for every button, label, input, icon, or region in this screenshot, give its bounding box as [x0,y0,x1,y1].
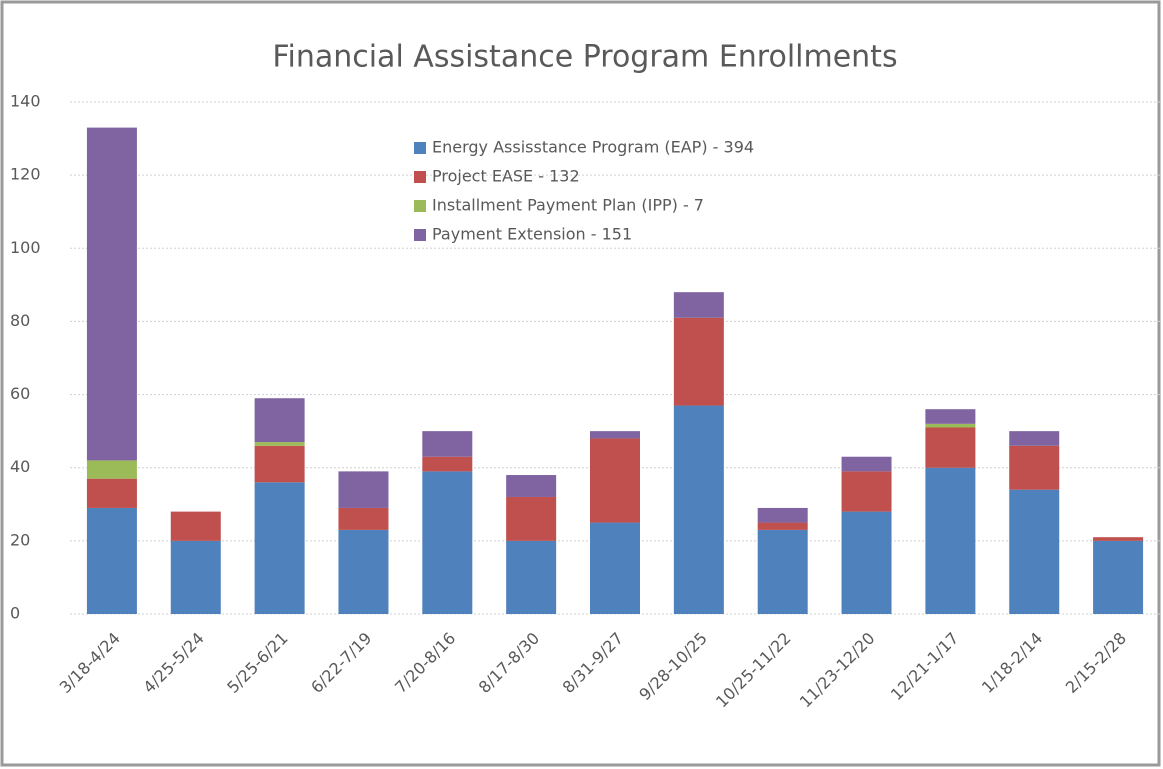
bar-segment [757,529,808,614]
bar-segment [506,540,557,614]
bar-segment [86,478,137,508]
bar-segment [1093,540,1144,614]
legend-label: Installment Payment Plan (IPP) - 7 [432,196,704,215]
bar-segment [422,471,473,614]
legend-swatch [414,229,426,241]
y-tick-label: 100 [10,238,41,257]
bar-segment [254,482,305,614]
y-tick-label: 20 [10,530,30,549]
bar-segment [673,317,724,406]
bar-segment [841,511,892,614]
bar-segment [422,431,473,457]
bar-segment [338,529,389,614]
bar-segment [170,511,221,541]
bar-segment [86,460,137,479]
bar-segment [673,405,724,614]
legend-swatch [414,171,426,183]
bar-segment [422,456,473,472]
y-tick-label: 0 [10,604,20,623]
bar-segment [757,507,808,523]
bar-segment [841,456,892,472]
chart-title: Financial Assistance Program Enrollments [272,40,897,75]
y-tick-label: 140 [10,92,41,111]
bar-segment [86,507,137,614]
bar-segment [506,496,557,541]
bar-segment [757,522,808,530]
bar-segment [506,475,557,497]
bar-segment [254,442,305,446]
bar-segment [170,540,221,614]
bar-segment [1093,537,1144,541]
bar-segment [925,467,976,614]
bar-segment [1009,445,1060,490]
bar-segment [925,409,976,424]
y-tick-label: 60 [10,384,30,403]
y-tick-label: 40 [10,457,30,476]
bar-segment [925,427,976,468]
bar-segment [338,471,389,508]
legend-swatch [414,142,426,154]
legend-label: Project EASE - 132 [432,167,580,186]
y-tick-label: 80 [10,311,30,330]
legend-label: Energy Assisstance Program (EAP) - 394 [432,138,754,157]
bar-segment [590,438,640,523]
bar-segment [86,127,137,461]
bar-segment [254,445,305,483]
bar-segment [338,507,389,530]
y-tick-label: 120 [10,165,41,184]
bar-segment [841,471,892,512]
bar-segment [590,431,640,439]
legend-label: Payment Extension - 151 [432,225,632,244]
bar-segment [254,398,305,443]
bar-segment [1009,431,1060,446]
legend-swatch [414,200,426,212]
bar-segment [673,292,724,318]
bar-segment [1009,489,1060,614]
bar-segment [590,522,640,614]
bar-segment [925,423,976,428]
